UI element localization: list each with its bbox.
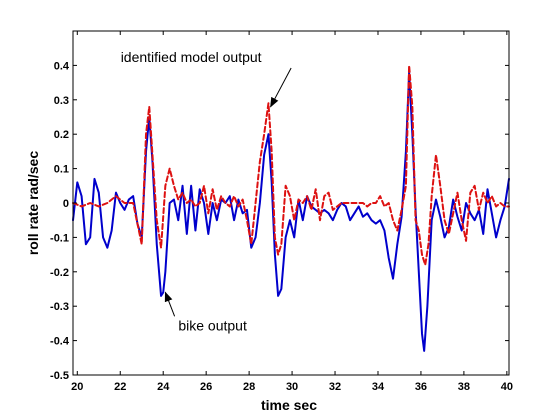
y-tick-label: 0 (63, 198, 69, 210)
model-output-annotation-label: identified model output (121, 49, 262, 65)
x-tick-label: 24 (157, 381, 170, 393)
series-layer (72, 64, 510, 352)
y-tick-label: -0.3 (50, 301, 69, 313)
bike-output-annotation-label: bike output (178, 317, 247, 333)
y-axis-title: roll rate rad/sec (25, 151, 41, 255)
y-tick-label: 0.3 (54, 95, 69, 107)
y-tick-label: 0.2 (54, 129, 69, 141)
x-tick-label: 22 (114, 381, 126, 393)
model-output-annotation-arrow (270, 67, 292, 108)
y-tick-label: -0.5 (50, 370, 69, 382)
bike-output-line (72, 71, 510, 352)
x-tick-label: 34 (372, 381, 385, 393)
model-output-line (72, 64, 510, 266)
y-tick-label: 0.1 (54, 164, 69, 176)
y-tick-label: 0.4 (54, 60, 70, 72)
x-tick-label: 28 (243, 381, 255, 393)
x-tick-label: 36 (415, 381, 427, 393)
bike-output-annotation-arrow (164, 291, 176, 317)
y-tick-label: -0.1 (50, 232, 69, 244)
ticks-layer: 20 22 24 26 28 30 32 34 36 38 40 -0.5 -0.4 -0.3 -0.2 -0… (50, 31, 513, 393)
annotation-layer: identified model output bike output (121, 49, 292, 333)
y-tick-label: -0.2 (50, 267, 69, 279)
x-tick-label: 32 (329, 381, 341, 393)
x-tick-label: 20 (71, 381, 83, 393)
x-tick-label: 26 (200, 381, 212, 393)
x-axis-title: time sec (261, 397, 317, 413)
y-tick-label: -0.4 (50, 336, 70, 348)
x-tick-label: 38 (458, 381, 470, 393)
x-tick-label: 40 (501, 381, 513, 393)
x-tick-label: 30 (286, 381, 298, 393)
